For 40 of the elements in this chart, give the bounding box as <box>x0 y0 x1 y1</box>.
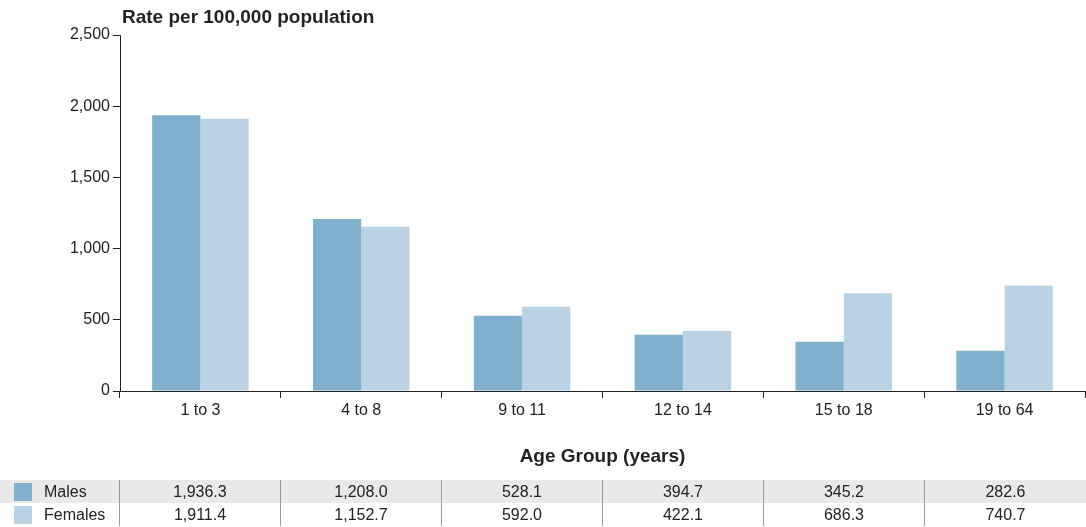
data-label: 528.1 <box>442 480 603 503</box>
data-label: 1,208.0 <box>281 480 442 503</box>
bar <box>795 341 844 391</box>
data-label: 686.3 <box>764 503 925 526</box>
legend-label: Males <box>44 482 87 501</box>
y-tick-label: 1,500 <box>69 167 111 185</box>
bar <box>152 115 201 391</box>
data-label: 345.2 <box>764 480 925 503</box>
bar <box>843 293 892 391</box>
legend-label: Females <box>44 505 106 524</box>
bar <box>634 334 683 391</box>
data-label: 740.7 <box>984 505 1027 525</box>
x-tick-label: 15 to 18 <box>814 401 873 419</box>
bar <box>200 118 249 391</box>
data-label: 422.1 <box>603 503 764 526</box>
bar <box>361 226 410 391</box>
bar <box>313 218 362 391</box>
data-label: 394.7 <box>603 480 764 503</box>
y-axis-title: Rate per 100,000 population <box>122 5 375 27</box>
bar <box>956 350 1005 391</box>
data-label: 592.0 <box>442 503 603 526</box>
bar <box>522 306 571 391</box>
data-label: 282.6 <box>984 482 1027 502</box>
y-tick-label: 2,000 <box>69 96 111 114</box>
data-label: 1,936.3 <box>120 480 281 503</box>
x-tick-label: 19 to 64 <box>975 401 1034 419</box>
x-tick-label: 12 to 14 <box>654 401 712 419</box>
x-tick-label: 9 to 11 <box>498 401 547 419</box>
y-tick-label: 0 <box>101 381 111 399</box>
x-axis-title: Age Group (years) <box>519 444 686 466</box>
bar <box>1004 285 1053 391</box>
data-label: 1,911.4 <box>120 503 281 526</box>
y-tick-label: 500 <box>83 310 111 328</box>
bar <box>473 315 523 391</box>
y-tick-label: 1,000 <box>69 239 111 257</box>
y-tick-label: 2,500 <box>69 25 111 43</box>
x-tick-label: 1 to 3 <box>180 401 221 419</box>
data-label: 1,152.7 <box>281 503 442 526</box>
bar <box>682 330 732 391</box>
x-tick-label: 4 to 8 <box>341 401 382 419</box>
